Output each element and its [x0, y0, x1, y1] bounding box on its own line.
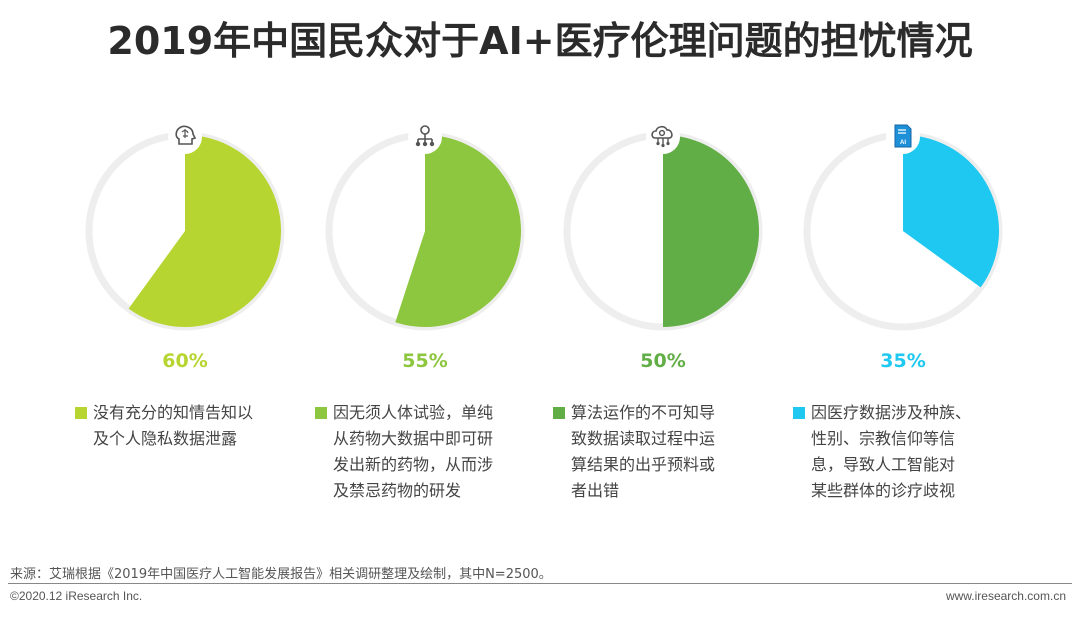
description-line: 因无须人体试验，单纯: [333, 403, 494, 422]
description-line: 息，导致人工智能对: [811, 455, 956, 474]
legend-square: [553, 407, 565, 419]
cloud-gear-icon: [651, 125, 673, 148]
percentage-label: 60%: [162, 350, 208, 372]
copyright-text: ©2020.12 iResearch Inc.: [10, 589, 143, 603]
website-text: www.iresearch.com.cn: [945, 589, 1066, 603]
pie-slice: [903, 135, 999, 288]
pie-slice: [395, 135, 521, 327]
description-text: 没有充分的知情告知以 及个人隐私数据泄露: [75, 400, 265, 452]
percentage-label: 55%: [402, 350, 448, 372]
description-line: 及禁忌药物的研发: [333, 481, 462, 500]
pie-chart-1: 60% 没有充分的知情告知以 及个人隐私数据泄露: [75, 118, 295, 458]
description-line: 某些群体的诊疗歧视: [811, 481, 956, 500]
description-line: 及个人隐私数据泄露: [93, 429, 238, 448]
brain-head-icon: [175, 125, 197, 145]
svg-text:AI: AI: [900, 140, 906, 146]
icon-badge: [646, 120, 680, 154]
description-block: 没有充分的知情告知以 及个人隐私数据泄露: [75, 400, 265, 452]
pie-chart-4: AI 35% 因医疗数据涉及种族、 性别、宗教信仰等信 息，导致人工智能对 某些群体的诊疗…: [793, 118, 1013, 500]
ai-document-icon: AI: [894, 124, 912, 148]
pie-svg: AI: [803, 120, 1003, 331]
legend-square: [75, 407, 87, 419]
pie-slice: [128, 135, 281, 327]
description-line: 算结果的出乎预料或: [571, 455, 716, 474]
description-block: 算法运作的不可知导 致数据读取过程中运 算结果的出乎预料或 者出错: [553, 400, 743, 504]
description-line: 者出错: [571, 481, 620, 500]
description-block: 因医疗数据涉及种族、 性别、宗教信仰等信 息，导致人工智能对 某些群体的诊疗歧视: [793, 400, 983, 504]
percentage-label: 35%: [880, 350, 926, 372]
description-text: 因医疗数据涉及种族、 性别、宗教信仰等信 息，导致人工智能对 某些群体的诊疗歧视: [793, 400, 983, 504]
legend-square: [793, 407, 805, 419]
page-title: 2019年中国民众对于AI+医疗伦理问题的担忧情况: [107, 19, 973, 63]
network-nodes-icon: [415, 125, 435, 147]
pie-chart-2: 55% 因无须人体试验，单纯 从药物大数据中即可研 发出新的药物，从而涉 及禁忌药物的研…: [315, 118, 535, 500]
pie-slice: [663, 135, 759, 327]
source-note: 来源：艾瑞根据《2019年中国医疗人工智能发展报告》相关调研整理及绘制，其中N=…: [10, 567, 552, 582]
description-line: 发出新的药物，从而涉: [333, 455, 494, 474]
legend-square: [315, 407, 327, 419]
description-line: 致数据读取过程中运: [571, 429, 716, 448]
description-line: 性别、宗教信仰等信: [811, 429, 956, 448]
description-line: 没有充分的知情告知以: [93, 403, 254, 422]
footer-divider: [8, 583, 1072, 584]
description-line: 算法运作的不可知导: [571, 403, 716, 422]
description-line: 因医疗数据涉及种族、: [811, 403, 972, 422]
pie-svg: [85, 120, 285, 331]
description-block: 因无须人体试验，单纯 从药物大数据中即可研 发出新的药物，从而涉 及禁忌药物的研发: [315, 400, 505, 504]
percentage-label: 50%: [640, 350, 686, 372]
pie-svg: [325, 120, 525, 331]
pie-chart-3: 50% 算法运作的不可知导 致数据读取过程中运 算结果的出乎预料或 者出错: [553, 118, 773, 500]
description-text: 因无须人体试验，单纯 从药物大数据中即可研 发出新的药物，从而涉 及禁忌药物的研发: [315, 400, 505, 504]
description-line: 从药物大数据中即可研: [333, 429, 494, 448]
description-text: 算法运作的不可知导 致数据读取过程中运 算结果的出乎预料或 者出错: [553, 400, 743, 504]
pie-svg: [563, 120, 763, 331]
